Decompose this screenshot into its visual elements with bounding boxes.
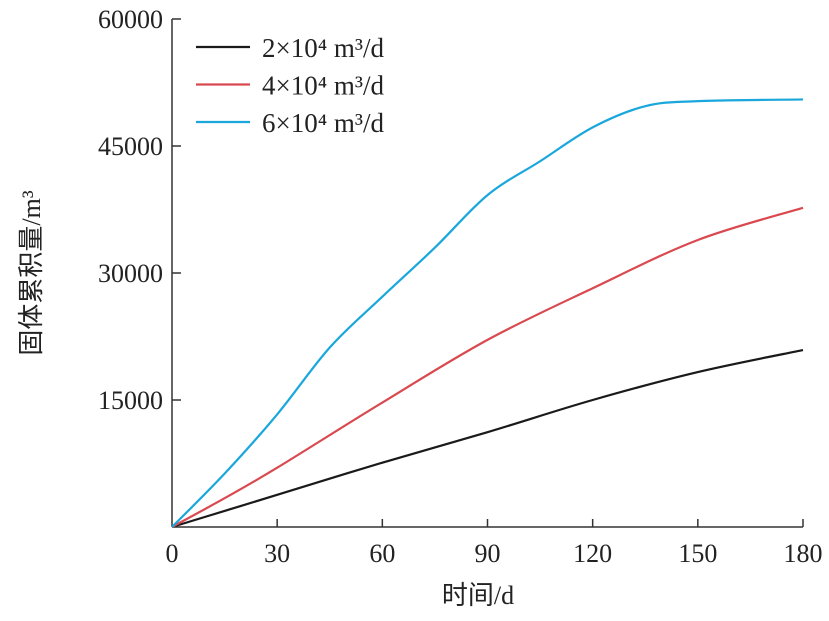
x-tick-label: 180: [784, 539, 823, 568]
x-tick-label: 90: [475, 539, 501, 568]
series-line-3: [171, 98, 804, 528]
y-axis-label: 固体累积量/m³: [17, 190, 46, 355]
series-line-1: [171, 348, 804, 529]
legend: 2×10⁴ m³/d 4×10⁴ m³/d 6×10⁴ m³/d: [196, 33, 384, 138]
legend-label: 2×10⁴ m³/d: [262, 33, 384, 63]
x-tick-label: 0: [166, 539, 179, 568]
x-tick-label: 150: [678, 539, 717, 568]
x-axis-label: 时间/d: [442, 581, 514, 610]
x-tick-label: 30: [264, 539, 290, 568]
y-tick-label: 15000: [98, 386, 163, 415]
series-line-2: [171, 206, 804, 528]
y-tick-label: 30000: [98, 259, 163, 288]
x-tick-label: 60: [369, 539, 395, 568]
y-tick-label: 60000: [98, 5, 163, 34]
legend-label: 4×10⁴ m³/d: [262, 71, 384, 101]
legend-label: 6×10⁴ m³/d: [262, 108, 384, 138]
x-tick-label: 120: [573, 539, 612, 568]
y-tick-label: 45000: [98, 132, 163, 161]
